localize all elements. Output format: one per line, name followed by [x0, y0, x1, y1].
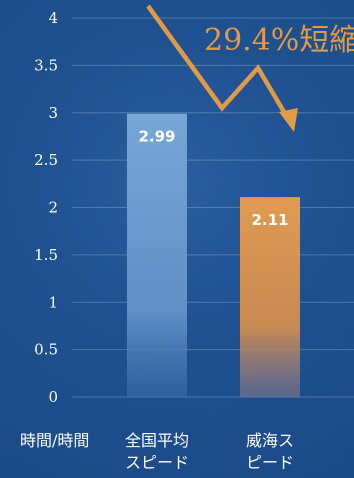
y-axis-label: 時間/時間 — [20, 431, 89, 450]
x-category-label: ピード — [246, 453, 294, 472]
y-tick-label: 2.5 — [34, 151, 58, 169]
zigzag-arrow-icon — [146, 4, 292, 124]
x-category-label: 威海ス — [246, 431, 294, 450]
y-tick-label: 0.5 — [34, 341, 58, 359]
arrow-head-icon — [279, 108, 298, 132]
x-category-label: スピード — [125, 453, 189, 472]
grid-lines — [72, 17, 354, 398]
y-tick-label: 2 — [48, 199, 58, 217]
y-tick-label: 3 — [48, 104, 58, 122]
y-axis-ticks: 0 0.5 1 1.5 2 2.5 3 3.5 4 — [34, 9, 58, 406]
bar-national-average — [127, 113, 187, 397]
x-category-label: 全国平均 — [125, 431, 189, 450]
y-tick-label: 0 — [48, 388, 58, 406]
y-tick-label: 1 — [48, 293, 58, 311]
y-tick-label: 3.5 — [34, 56, 58, 74]
decline-arrow — [146, 4, 298, 132]
y-tick-label: 4 — [48, 9, 58, 27]
reduction-annotation: 29.4%短縮 — [204, 23, 354, 58]
bar-weihai — [240, 197, 300, 397]
bar-data-label: 2.11 — [251, 211, 288, 229]
y-tick-label: 1.5 — [34, 246, 58, 264]
bar-data-label: 2.99 — [138, 128, 175, 146]
bars: 2.99 2.11 — [127, 113, 300, 397]
